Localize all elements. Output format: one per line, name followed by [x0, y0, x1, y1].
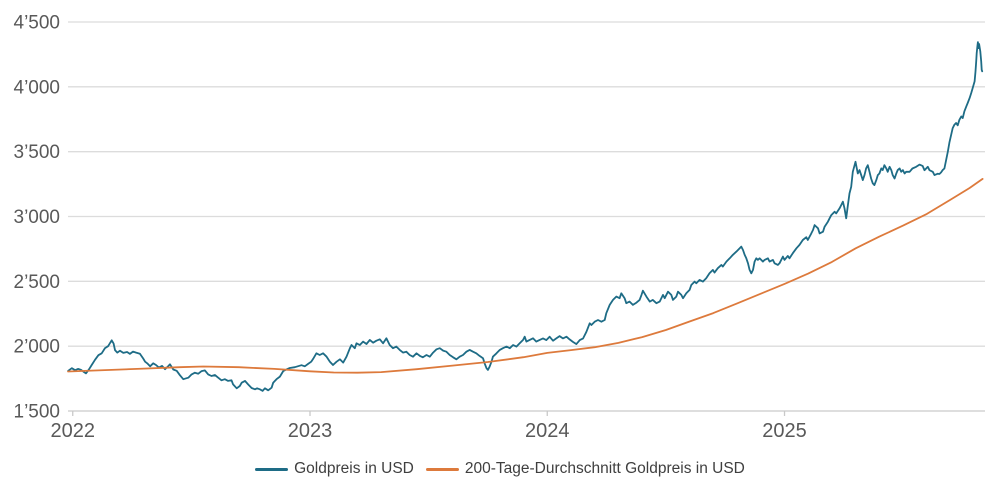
x-tick-label: 2022: [50, 420, 95, 442]
legend-item-goldpreis[interactable]: Goldpreis in USD: [255, 460, 414, 478]
series-lines: [67, 41, 984, 392]
legend-label-durchschnitt: 200-Tage-Durchschnitt Goldpreis in USD: [464, 460, 745, 477]
y-tick-label: 4’000: [14, 77, 61, 98]
x-tick-label: 2023: [288, 420, 333, 442]
moving-average-line: [67, 177, 984, 374]
x-tick-label: 2025: [762, 420, 807, 442]
gold-price-line: [67, 41, 984, 392]
legend-label-goldpreis: Goldpreis in USD: [294, 460, 414, 477]
y-tick-label: 3’000: [14, 207, 61, 228]
y-axis-labels: 1’500 2’000 2’500 3’000 3’500 4’000 4’500: [14, 12, 61, 422]
y-tick-label: 2’500: [14, 272, 61, 293]
x-axis-labels: 2022 2023 2024 2025: [50, 420, 806, 442]
legend: Goldpreis in USD 200-Tage-Durchschnitt G…: [0, 460, 1000, 478]
x-tick-marks: [72, 411, 786, 416]
goldpreis-line-swatch-icon: [255, 467, 289, 471]
y-tick-label: 4’500: [14, 12, 61, 33]
x-tick-label: 2024: [525, 420, 570, 442]
durchschnitt-line-swatch-icon: [425, 467, 459, 471]
y-tick-label: 2’000: [14, 337, 61, 358]
y-tick-label: 3’500: [14, 142, 61, 163]
legend-item-durchschnitt[interactable]: 200-Tage-Durchschnitt Goldpreis in USD: [425, 460, 745, 478]
gridlines: [68, 21, 985, 412]
y-tick-label: 1’500: [14, 401, 61, 422]
